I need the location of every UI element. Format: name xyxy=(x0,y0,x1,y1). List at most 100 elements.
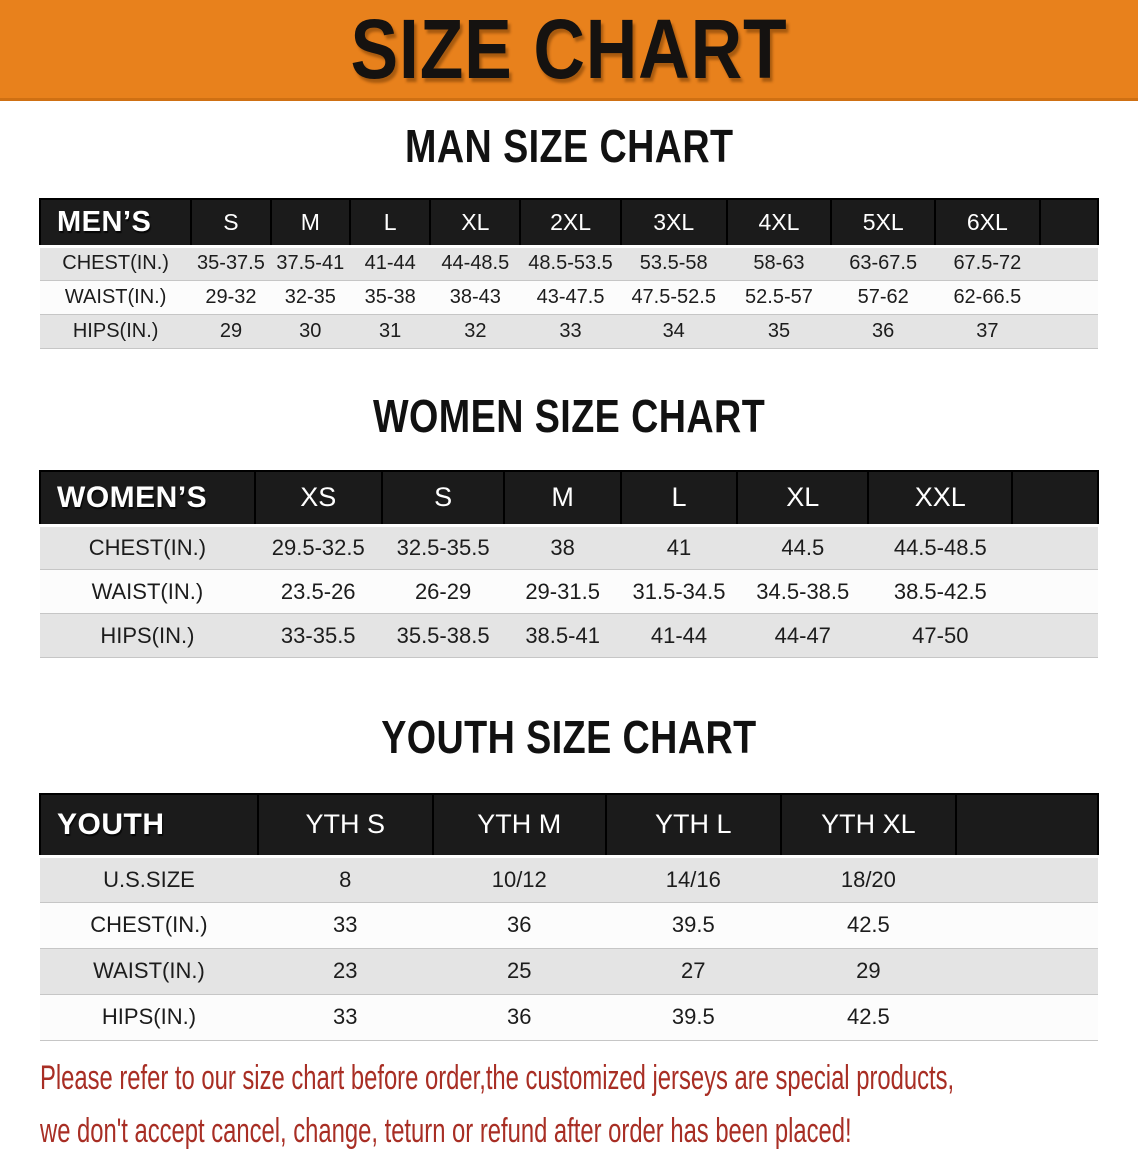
size-header-cell: S xyxy=(190,198,272,248)
filler-cell xyxy=(1039,245,1098,281)
value-cell: 35.5-38.5 xyxy=(381,613,505,658)
value-cell: 27 xyxy=(606,947,781,995)
value-cell: 25 xyxy=(432,947,606,995)
measure-row: HIPS(IN.) 33 36 39.5 42.5 xyxy=(40,993,1098,1041)
measure-row: CHEST(IN.) 33 36 39.5 42.5 xyxy=(40,901,1098,949)
note-line-2: we don't accept cancel, change, teturn o… xyxy=(40,1108,1138,1161)
value-cell: 39.5 xyxy=(606,901,781,949)
filler-cell xyxy=(956,901,1098,949)
value-cell: 36 xyxy=(432,901,606,949)
women-table-body: CHEST(IN.) 29.5-32.5 32.5-35.5 38 41 44.5 44.5… xyxy=(40,525,1098,658)
size-header-cell: XL xyxy=(429,198,522,248)
value-cell: 33-35.5 xyxy=(254,613,382,658)
value-cell: 53.5-58 xyxy=(620,245,727,281)
value-cell: 31 xyxy=(349,313,431,349)
value-cell: 47.5-52.5 xyxy=(620,279,727,315)
value-cell: 31.5-34.5 xyxy=(620,569,738,614)
value-cell: 38.5-41 xyxy=(504,613,621,658)
value-cell: 29 xyxy=(191,313,271,349)
value-cell: 35-37.5 xyxy=(191,245,271,281)
value-cell: 63-67.5 xyxy=(831,245,935,281)
youth-size-table: YOUTH YTH S YTH M YTH L YTH XL U.S.SIZE 8 10/1… xyxy=(39,793,1099,1041)
size-header-cell: XS xyxy=(253,469,383,527)
row-label-cell: CHEST(IN.) xyxy=(40,525,255,570)
value-cell: 18/20 xyxy=(780,855,957,903)
value-cell: 47-50 xyxy=(868,613,1013,658)
measure-row: WAIST(IN.) 23 25 27 29 xyxy=(40,947,1098,995)
men-table-body: CHEST(IN.) 35-37.5 37.5-41 41-44 44-48.5 48.5… xyxy=(40,245,1098,349)
row-label-cell: CHEST(IN.) xyxy=(40,245,192,281)
size-header-cell: YTH L xyxy=(605,793,782,858)
value-cell: 33 xyxy=(257,993,433,1041)
note-line-2-text: we don't accept cancel, change, teturn o… xyxy=(40,1111,852,1150)
header-row: WOMEN’S XS S M L XL XXL xyxy=(39,469,1099,527)
value-cell: 41-44 xyxy=(620,613,738,658)
size-header-cell: YTH S xyxy=(256,793,434,858)
value-cell: 36 xyxy=(831,313,935,349)
value-cell: 32.5-35.5 xyxy=(381,525,505,570)
value-cell: 30 xyxy=(270,313,350,349)
value-cell: 36 xyxy=(432,993,606,1041)
size-header-cell: M xyxy=(269,198,351,248)
value-cell: 52.5-57 xyxy=(726,279,832,315)
value-cell: 32 xyxy=(430,313,521,349)
value-cell: 43-47.5 xyxy=(520,279,621,315)
women-size-section: WOMEN SIZE CHART WOMEN’S XS S M L XL XXL CHEST… xyxy=(0,349,1138,658)
value-cell: 23 xyxy=(257,947,433,995)
youth-section-heading-text: YOUTH SIZE CHART xyxy=(381,711,757,763)
row-label-cell: CHEST(IN.) xyxy=(40,901,258,949)
size-header-cell: 5XL xyxy=(830,198,936,248)
filler-cell xyxy=(956,855,1098,903)
value-cell: 44.5 xyxy=(737,525,869,570)
value-cell: 48.5-53.5 xyxy=(520,245,621,281)
filler-cell xyxy=(1012,569,1098,614)
men-section-heading-text: MAN SIZE CHART xyxy=(404,120,734,172)
size-header-cell: S xyxy=(380,469,506,527)
value-cell: 35 xyxy=(726,313,832,349)
row-label-cell: HIPS(IN.) xyxy=(40,993,258,1041)
men-size-section: MAN SIZE CHART MEN’S S M L XL 2XL 3XL 4XL 5XL 6XL… xyxy=(0,101,1138,349)
measure-row: WAIST(IN.) 23.5-26 26-29 29-31.5 31.5-34.5 34… xyxy=(40,569,1098,614)
value-cell: 58-63 xyxy=(726,245,832,281)
table-title-cell: WOMEN’S xyxy=(39,469,256,527)
value-cell: 57-62 xyxy=(831,279,935,315)
row-label-cell: WAIST(IN.) xyxy=(40,569,255,614)
measure-row: HIPS(IN.) 29 30 31 32 33 34 35 36 37 xyxy=(40,313,1098,349)
value-cell: 41 xyxy=(620,525,738,570)
filler-cell xyxy=(955,793,1099,858)
order-disclaimer-note: Please refer to our size chart before or… xyxy=(40,1055,1138,1161)
youth-section-heading: YOUTH SIZE CHART xyxy=(0,710,1138,773)
measure-row: WAIST(IN.) 29-32 32-35 35-38 38-43 43-47.5 47.… xyxy=(40,279,1098,315)
table-title-cell: YOUTH xyxy=(39,793,259,858)
value-cell: 44.5-48.5 xyxy=(868,525,1013,570)
filler-cell xyxy=(1039,313,1098,349)
value-cell: 44-48.5 xyxy=(430,245,521,281)
value-cell: 38-43 xyxy=(430,279,521,315)
value-cell: 33 xyxy=(520,313,621,349)
value-cell: 32-35 xyxy=(270,279,350,315)
value-cell: 37.5-41 xyxy=(270,245,350,281)
size-header-cell: YTH M xyxy=(431,793,607,858)
value-cell: 29-31.5 xyxy=(504,569,621,614)
header-row: MEN’S S M L XL 2XL 3XL 4XL 5XL 6XL xyxy=(38,198,1100,248)
value-cell: 34.5-38.5 xyxy=(737,569,869,614)
size-header-cell: XXL xyxy=(867,469,1014,527)
filler-cell xyxy=(1038,198,1100,248)
value-cell: 44-47 xyxy=(737,613,869,658)
value-cell: 62-66.5 xyxy=(935,279,1040,315)
value-cell: 10/12 xyxy=(432,855,606,903)
header-row: YOUTH YTH S YTH M YTH L YTH XL xyxy=(39,793,1099,858)
filler-cell xyxy=(956,993,1098,1041)
size-header-cell: YTH XL xyxy=(779,793,958,858)
value-cell: 42.5 xyxy=(780,901,957,949)
table-title-cell: MEN’S xyxy=(38,198,193,248)
men-section-heading: MAN SIZE CHART xyxy=(0,119,1138,182)
youth-table-body: U.S.SIZE 8 10/12 14/16 18/20 CHEST(IN.) 33 36 39… xyxy=(40,855,1098,1041)
youth-table-header: YOUTH YTH S YTH M YTH L YTH XL xyxy=(39,793,1099,858)
women-section-heading: WOMEN SIZE CHART xyxy=(0,389,1138,452)
row-label-cell: WAIST(IN.) xyxy=(40,947,258,995)
size-header-cell: 6XL xyxy=(934,198,1041,248)
value-cell: 67.5-72 xyxy=(935,245,1040,281)
note-line-1-text: Please refer to our size chart before or… xyxy=(40,1058,955,1097)
